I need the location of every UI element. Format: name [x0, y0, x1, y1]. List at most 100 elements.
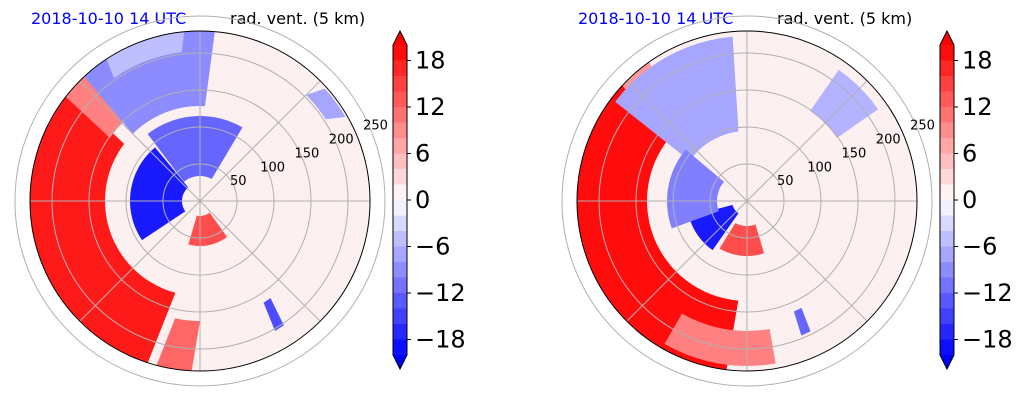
- grid-ring: [561, 15, 933, 387]
- velocity-field: [30, 31, 346, 371]
- colorbar-extend-min: [940, 355, 954, 369]
- colorbar-step: [940, 246, 954, 263]
- colorbar-step: [393, 184, 407, 201]
- negative-region: [667, 149, 725, 229]
- grid-spoke: [746, 80, 868, 202]
- colorbar-step: [940, 107, 954, 123]
- colorbar-step: [393, 324, 407, 340]
- positive-region: [62, 66, 125, 138]
- colorbar-step: [940, 262, 954, 278]
- colorbar-step: [940, 184, 954, 201]
- colorbar-step: [393, 76, 407, 92]
- colorbar: 18 12 6 0 −6 −12 −18: [939, 29, 1013, 371]
- ring-label: 150: [295, 146, 320, 161]
- negative-region: [306, 88, 346, 120]
- ring-label: 150: [842, 146, 867, 161]
- colorbar-step: [393, 215, 407, 232]
- polar-grid: [14, 15, 386, 387]
- polar-boundary: [576, 30, 918, 372]
- colorbar-step: [393, 339, 407, 356]
- ring-label: 100: [260, 160, 285, 175]
- colorbar-step: [940, 308, 954, 325]
- colorbar-step: [940, 277, 954, 294]
- colorbar-step: [393, 91, 407, 108]
- grid-spoke: [79, 80, 201, 202]
- colorbar-step: [940, 293, 954, 309]
- colorbar-tick-label: −12: [415, 279, 466, 307]
- colorbar-step: [940, 76, 954, 92]
- ring-label: 100: [807, 160, 832, 175]
- negative-region: [615, 36, 739, 161]
- grid-spoke: [79, 200, 201, 322]
- positive-region: [30, 88, 176, 368]
- negative-region: [104, 31, 185, 79]
- panel-variable-title: rad. vent. (5 km): [777, 9, 913, 28]
- colorbar-step: [393, 60, 407, 77]
- colorbar-step: [940, 60, 954, 77]
- panel-left: 2018-10-10 14 UTC rad. vent. (5 km) 50 10…: [14, 9, 466, 387]
- colorbar-step: [940, 91, 954, 108]
- ring-label: 250: [910, 119, 935, 134]
- colorbar-outline: [939, 29, 955, 371]
- colorbar-step: [393, 122, 407, 139]
- colorbar-step: [393, 246, 407, 263]
- colorbar-tick-label: −12: [962, 279, 1013, 307]
- colorbar-step: [940, 153, 954, 170]
- colorbar-tick-label: 18: [415, 47, 446, 75]
- colorbar-tick-label: 12: [415, 93, 446, 121]
- colorbar-step: [393, 45, 407, 61]
- colorbar-step: [393, 107, 407, 123]
- polar-boundary: [29, 30, 371, 372]
- ring-label: 250: [363, 119, 388, 134]
- colorbar-step: [940, 45, 954, 61]
- polar-plot: 50 100 150 200 250 18 12 6 0 −6 −12 −18: [561, 15, 1013, 387]
- colorbar-tick-label: 0: [962, 186, 977, 214]
- colorbar-step: [393, 153, 407, 170]
- colorbar-outline: [392, 29, 408, 371]
- colorbar-step: [940, 169, 954, 185]
- colorbar-step: [940, 324, 954, 340]
- panel-variable-title: rad. vent. (5 km): [230, 9, 366, 28]
- grid-spoke: [199, 200, 321, 322]
- colorbar-step: [393, 138, 407, 154]
- polar-grid: [561, 15, 933, 387]
- colorbar: 18 12 6 0 −6 −12 −18: [392, 29, 466, 371]
- colorbar-tick-label: −18: [962, 326, 1013, 354]
- colorbar-step: [393, 231, 407, 247]
- colorbar-step: [393, 308, 407, 325]
- colorbar-extend-max: [940, 31, 954, 45]
- colorbar-tick-label: 6: [415, 140, 430, 168]
- colorbar-tick-label: 0: [415, 186, 430, 214]
- grid-spoke: [199, 80, 321, 202]
- colorbar-step: [940, 339, 954, 356]
- colorbar-tick-label: −6: [415, 233, 450, 261]
- colorbar-step: [393, 169, 407, 185]
- colorbar-step: [393, 277, 407, 294]
- panel-right: 2018-10-10 14 UTC rad. vent. (5 km) 50 10…: [547, 0, 1028, 401]
- negative-region: [130, 147, 189, 241]
- ring-label: 50: [230, 174, 247, 189]
- grid-spoke: [746, 200, 868, 322]
- colorbar-step: [940, 231, 954, 247]
- colorbar-step: [393, 262, 407, 278]
- colorbar-extend-min: [393, 355, 407, 369]
- polar-plot: 50 100 150 200 250 18 12 6 0 −6 −12 −18: [14, 15, 466, 387]
- colorbar-tick-label: 18: [962, 47, 993, 75]
- positive-region: [719, 223, 764, 256]
- negative-region: [793, 307, 811, 336]
- colorbar-extend-max: [393, 31, 407, 45]
- colorbar-step: [940, 122, 954, 139]
- colorbar-tick-label: −18: [415, 326, 466, 354]
- grid-spoke: [626, 80, 748, 202]
- colorbar-tick-label: −6: [962, 233, 997, 261]
- negative-region: [263, 298, 284, 331]
- ring-label: 50: [777, 174, 794, 189]
- colorbar-step: [393, 293, 407, 309]
- positive-region: [664, 313, 776, 366]
- colorbar-tick-label: 6: [962, 140, 977, 168]
- ring-label: 200: [876, 133, 901, 148]
- grid-ring: [14, 15, 386, 387]
- colorbar-step: [940, 215, 954, 232]
- colorbar-step: [393, 200, 407, 216]
- colorbar-step: [940, 200, 954, 216]
